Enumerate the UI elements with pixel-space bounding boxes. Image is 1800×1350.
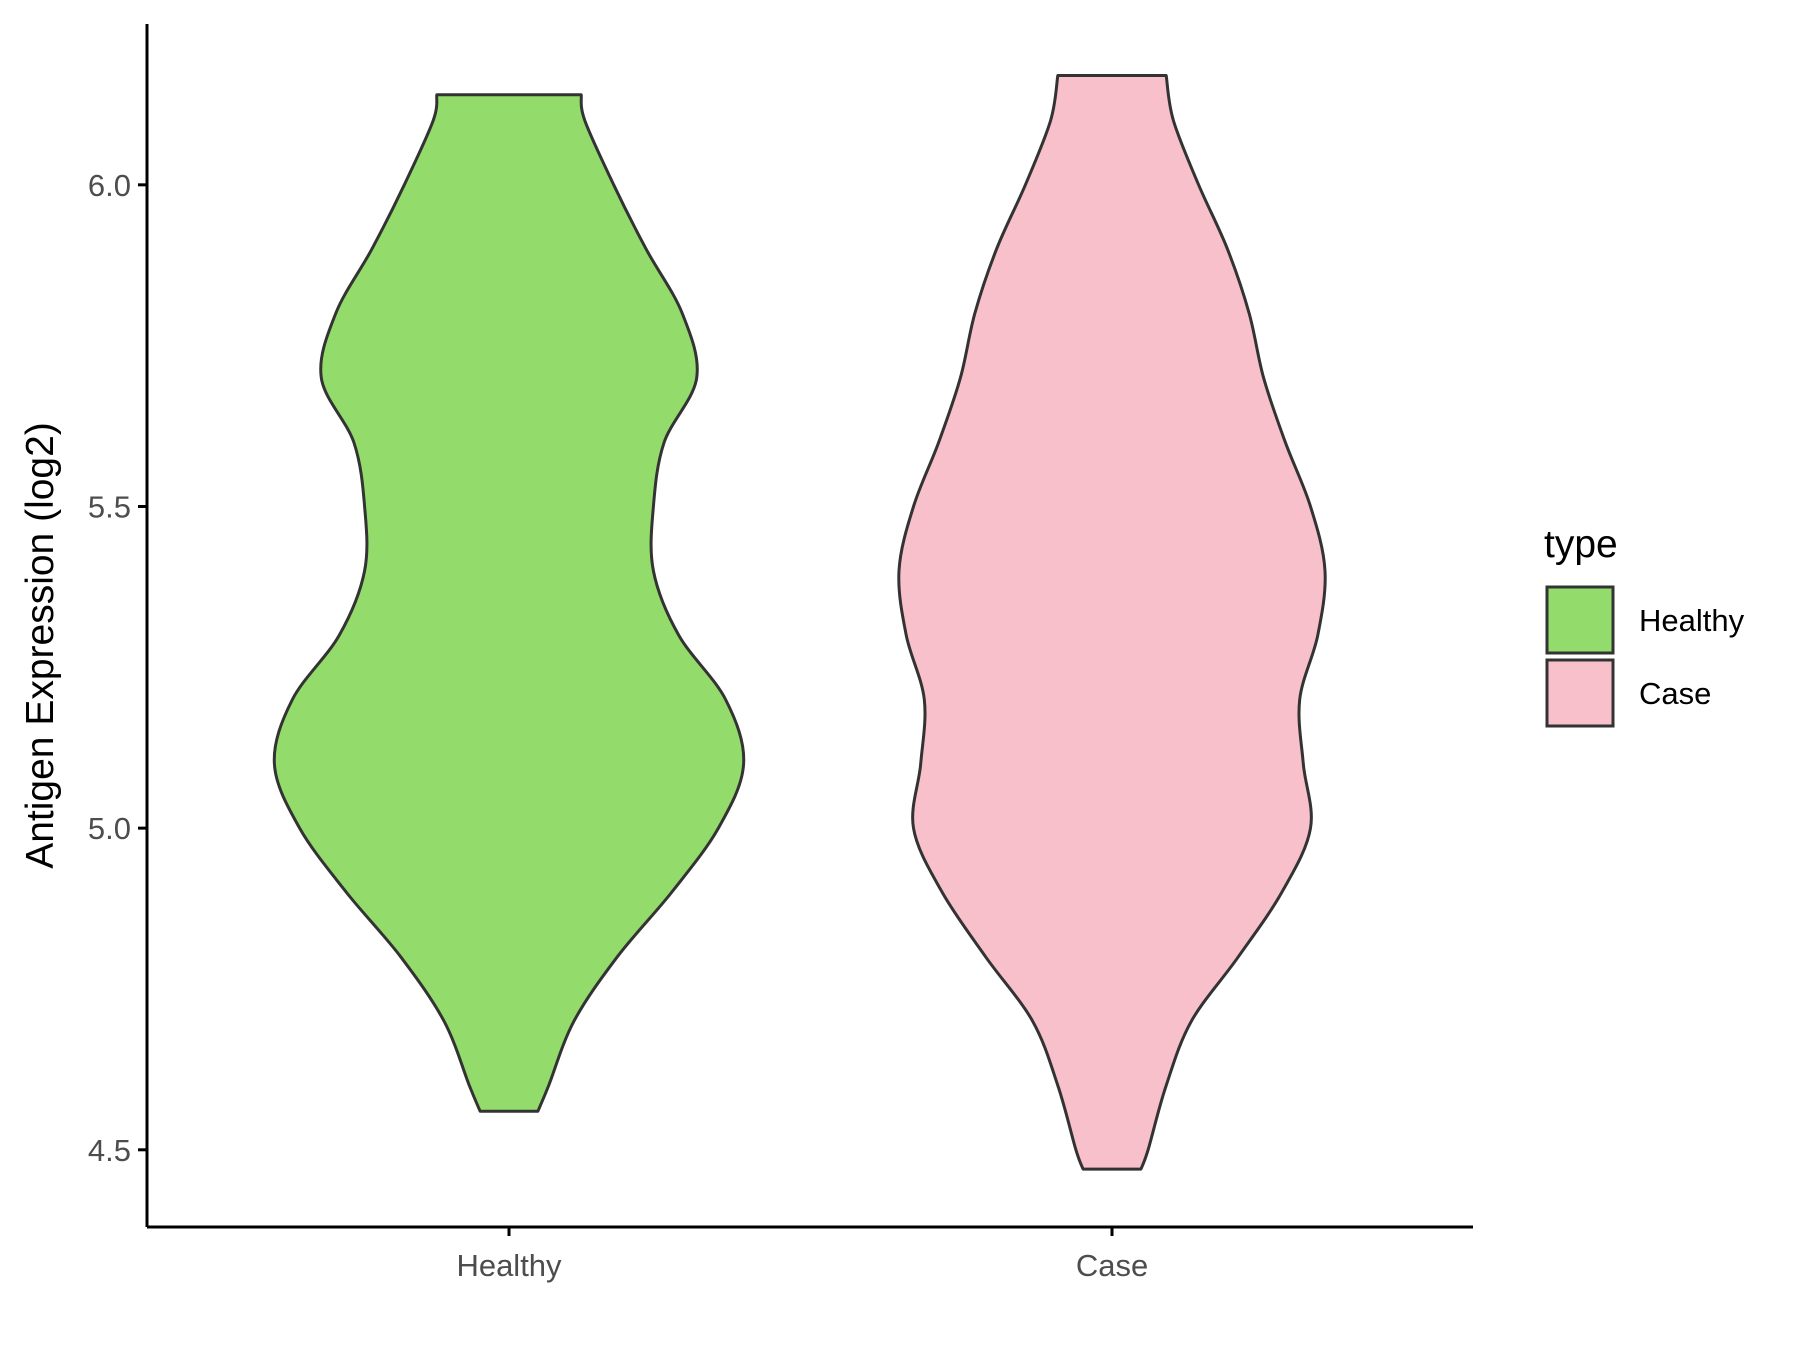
violin-healthy <box>272 93 746 1113</box>
y-tick-label: 5.0 <box>88 811 131 846</box>
legend-items: Healthy Case <box>1545 585 1745 728</box>
y-tick-label: 4.5 <box>88 1133 131 1168</box>
x-tick-label: Case <box>1076 1248 1148 1283</box>
legend-title: type <box>1544 523 1618 566</box>
legend-swatch-healthy <box>1545 585 1615 655</box>
legend-label-case: Case <box>1639 676 1711 711</box>
y-tick-label: 5.5 <box>88 489 131 524</box>
x-tick-label: Healthy <box>456 1248 562 1283</box>
legend: type Healthy Case <box>1544 523 1745 728</box>
violin-case <box>897 74 1327 1171</box>
y-axis-title: Antigen Expression (log2) <box>19 422 62 869</box>
legend-label-healthy: Healthy <box>1639 603 1745 638</box>
legend-swatch-case <box>1545 658 1615 728</box>
y-tick-label: 6.0 <box>88 168 131 203</box>
axes <box>145 24 1473 1229</box>
x-ticks: Healthy Case <box>456 1227 1148 1283</box>
violin-layer <box>272 74 1327 1171</box>
y-ticks: 4.5 5.0 5.5 6.0 <box>88 168 147 1168</box>
